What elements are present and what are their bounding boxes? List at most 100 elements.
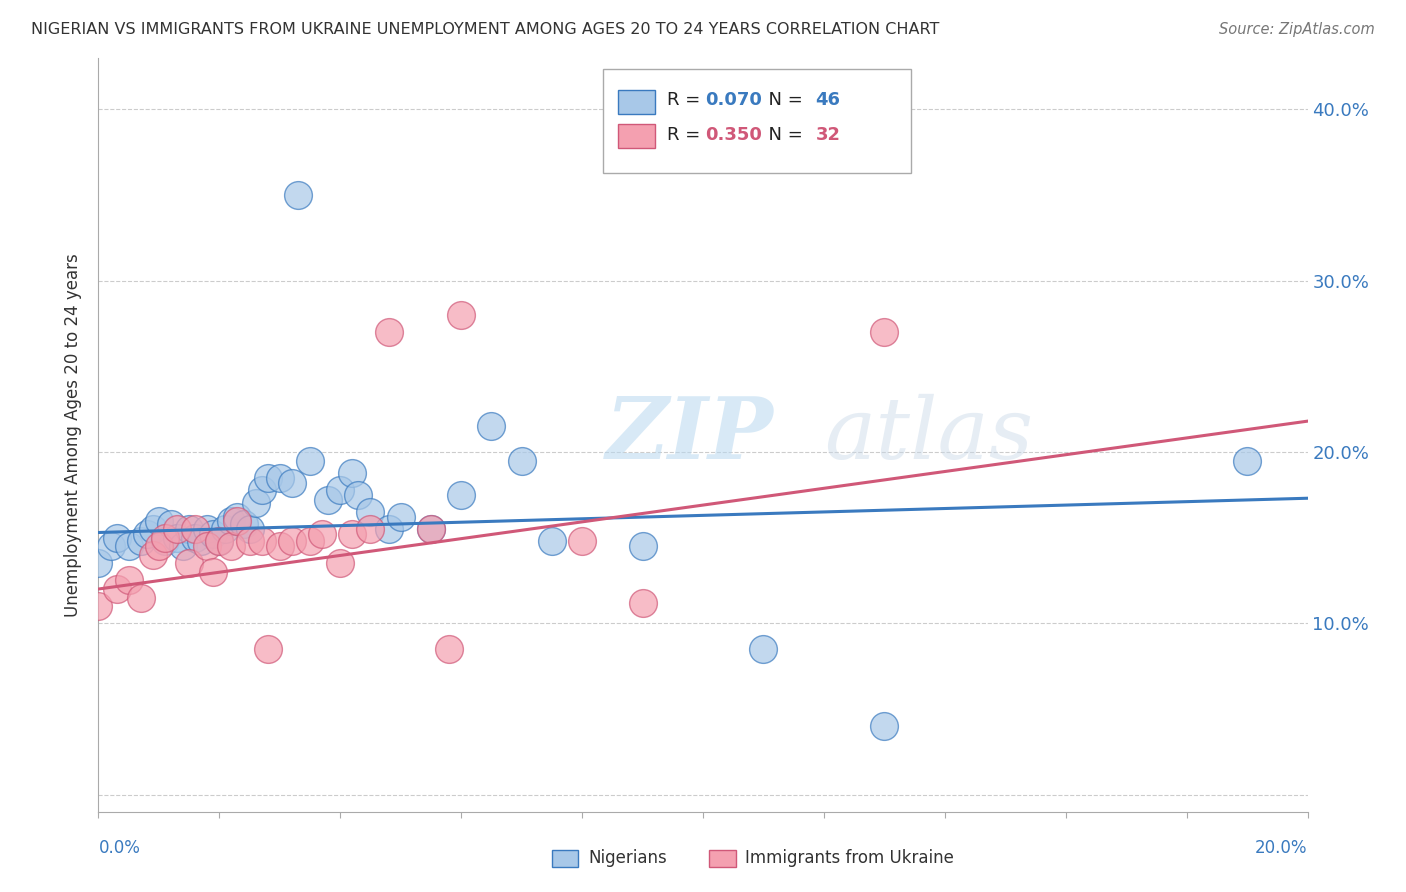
Point [105, 582, 128, 596]
Point [420, 522, 443, 536]
Point [311, 527, 333, 541]
Point [481, 419, 503, 434]
Point [195, 522, 218, 536]
Point [226, 510, 249, 524]
Text: 20.0%: 20.0% [1256, 839, 1308, 857]
Point [118, 574, 141, 588]
Point [281, 475, 304, 490]
Point [190, 534, 212, 549]
Text: Immigrants from Ukraine: Immigrants from Ukraine [745, 849, 955, 867]
Point [250, 534, 273, 549]
Point [329, 483, 352, 497]
Text: 32: 32 [815, 126, 841, 144]
Point [631, 596, 654, 610]
FancyBboxPatch shape [603, 69, 911, 172]
FancyBboxPatch shape [619, 89, 655, 114]
Point [281, 534, 304, 549]
Point [571, 534, 593, 549]
FancyBboxPatch shape [709, 850, 735, 867]
Point [269, 471, 291, 485]
Point [100, 539, 122, 553]
Point [195, 539, 218, 553]
Point [631, 539, 654, 553]
Point [208, 534, 231, 549]
Point [1236, 453, 1258, 467]
Point [221, 514, 243, 528]
Text: 0.350: 0.350 [706, 126, 762, 144]
Point [239, 522, 262, 536]
Point [166, 522, 188, 536]
Point [184, 522, 207, 536]
Point [202, 565, 225, 579]
Text: 46: 46 [815, 91, 841, 109]
Point [232, 516, 254, 531]
Point [377, 522, 399, 536]
Point [118, 539, 141, 553]
Point [214, 522, 236, 536]
Point [389, 510, 412, 524]
Point [250, 483, 273, 497]
Point [873, 325, 896, 339]
Point [166, 531, 188, 545]
Point [420, 522, 443, 536]
Point [184, 531, 207, 545]
Y-axis label: Unemployment Among Ages 20 to 24 years: Unemployment Among Ages 20 to 24 years [65, 253, 83, 616]
Point [377, 325, 399, 339]
Text: ZIP: ZIP [606, 393, 775, 476]
Text: Nigerians: Nigerians [588, 849, 666, 867]
Point [142, 522, 165, 536]
Point [148, 514, 170, 528]
FancyBboxPatch shape [551, 850, 578, 867]
Text: NIGERIAN VS IMMIGRANTS FROM UKRAINE UNEMPLOYMENT AMONG AGES 20 TO 24 YEARS CORRE: NIGERIAN VS IMMIGRANTS FROM UKRAINE UNEM… [31, 22, 939, 37]
Point [135, 527, 157, 541]
Point [299, 453, 322, 467]
Point [347, 488, 370, 502]
Point [360, 522, 382, 536]
Text: R =: R = [666, 126, 706, 144]
Point [153, 531, 176, 545]
Text: 0.070: 0.070 [706, 91, 762, 109]
Point [179, 522, 201, 536]
Point [510, 453, 533, 467]
Point [873, 719, 896, 733]
Point [129, 534, 152, 549]
Point [105, 531, 128, 545]
Point [160, 516, 183, 531]
Point [256, 642, 278, 657]
Point [450, 488, 472, 502]
Point [329, 557, 352, 571]
Point [172, 539, 194, 553]
Point [360, 505, 382, 519]
Point [221, 539, 243, 553]
Point [450, 308, 472, 322]
Point [226, 514, 249, 528]
Text: N =: N = [758, 91, 808, 109]
Text: atlas: atlas [824, 393, 1033, 476]
Point [87, 599, 110, 614]
Point [256, 471, 278, 485]
Point [269, 539, 291, 553]
Point [202, 527, 225, 541]
Point [540, 534, 562, 549]
Point [179, 557, 201, 571]
Text: 0.0%: 0.0% [98, 839, 141, 857]
Point [208, 534, 231, 549]
Point [153, 534, 176, 549]
Text: N =: N = [758, 126, 808, 144]
Point [437, 642, 460, 657]
Point [299, 534, 322, 549]
Point [245, 496, 267, 510]
Point [316, 492, 339, 507]
Point [148, 539, 170, 553]
Point [87, 557, 110, 571]
Point [342, 527, 364, 541]
Text: R =: R = [666, 91, 706, 109]
Point [752, 642, 775, 657]
Text: Source: ZipAtlas.com: Source: ZipAtlas.com [1219, 22, 1375, 37]
Point [239, 534, 262, 549]
Point [142, 548, 165, 562]
Point [342, 466, 364, 480]
Point [287, 188, 309, 202]
FancyBboxPatch shape [619, 124, 655, 148]
Point [129, 591, 152, 605]
